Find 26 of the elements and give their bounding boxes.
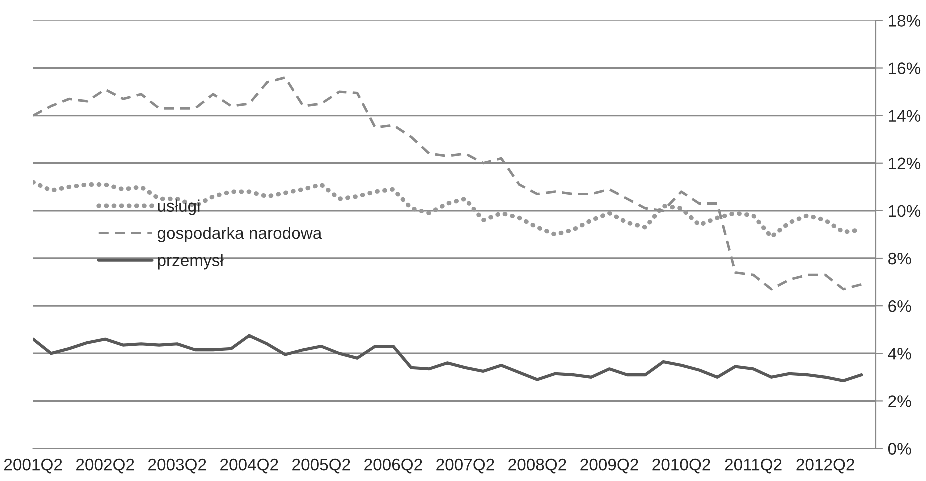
y-tick-label: 2% — [888, 396, 912, 408]
line-series — [33, 334, 864, 383]
x-tick-label: 2009Q2 — [580, 458, 638, 474]
y-tick-label: 12% — [889, 158, 921, 170]
x-tick-label: 2004Q2 — [220, 458, 278, 474]
x-tick-label: 2008Q2 — [508, 458, 566, 474]
y-tick-label: 6% — [888, 300, 912, 312]
y-tick-label: 16% — [889, 62, 921, 74]
x-tick-label: 2005Q2 — [292, 458, 350, 474]
x-tick-label: 2006Q2 — [364, 458, 422, 474]
x-tick-label: 2007Q2 — [436, 458, 494, 474]
x-tick-label: 2012Q2 — [796, 458, 854, 474]
legend-label: przemysł — [158, 254, 224, 270]
y-tick-label: 8% — [888, 252, 912, 265]
x-tick-label: 2011Q2 — [725, 458, 782, 474]
x-tick-label: 2003Q2 — [148, 458, 206, 474]
x-tick-label: 2002Q2 — [76, 458, 134, 474]
legend-label: gospodarka narodowa — [158, 226, 322, 242]
x-tick-label: 2010Q2 — [652, 458, 710, 474]
y-tick-label: 14% — [889, 110, 921, 122]
y-tick-label: 18% — [889, 15, 921, 27]
x-tick-label: 2001Q2 — [4, 458, 62, 474]
legend-label: usługi — [158, 200, 200, 216]
y-tick-label: 10% — [889, 205, 921, 218]
y-tick-label: 4% — [888, 348, 912, 360]
y-tick-label: 0% — [888, 443, 912, 455]
